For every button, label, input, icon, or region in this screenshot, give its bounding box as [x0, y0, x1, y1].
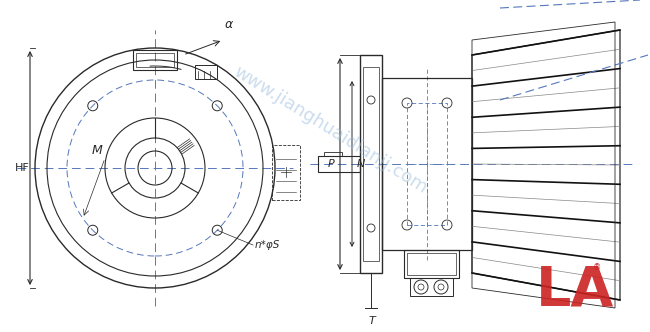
Text: T: T	[369, 316, 376, 326]
Text: n*φS: n*φS	[255, 240, 280, 250]
Text: M: M	[92, 143, 103, 156]
Text: ®: ®	[593, 264, 601, 273]
Bar	[407, 253, 456, 275]
Bar	[318, 156, 360, 172]
Bar	[360, 55, 382, 273]
Bar	[382, 78, 472, 250]
Bar	[410, 278, 453, 296]
Text: P: P	[328, 159, 334, 169]
Bar	[195, 65, 217, 79]
Bar	[363, 67, 379, 261]
Bar	[136, 53, 174, 67]
Bar	[133, 50, 177, 70]
Text: N: N	[357, 159, 365, 169]
Bar	[407, 103, 447, 225]
Bar	[404, 250, 459, 278]
Text: α: α	[225, 19, 233, 32]
Text: www.jianghuaidianjj.com: www.jianghuaidianjj.com	[230, 63, 430, 197]
Bar	[272, 145, 300, 200]
Text: LA: LA	[536, 263, 614, 317]
Bar	[324, 152, 342, 156]
Text: HF: HF	[14, 163, 29, 173]
